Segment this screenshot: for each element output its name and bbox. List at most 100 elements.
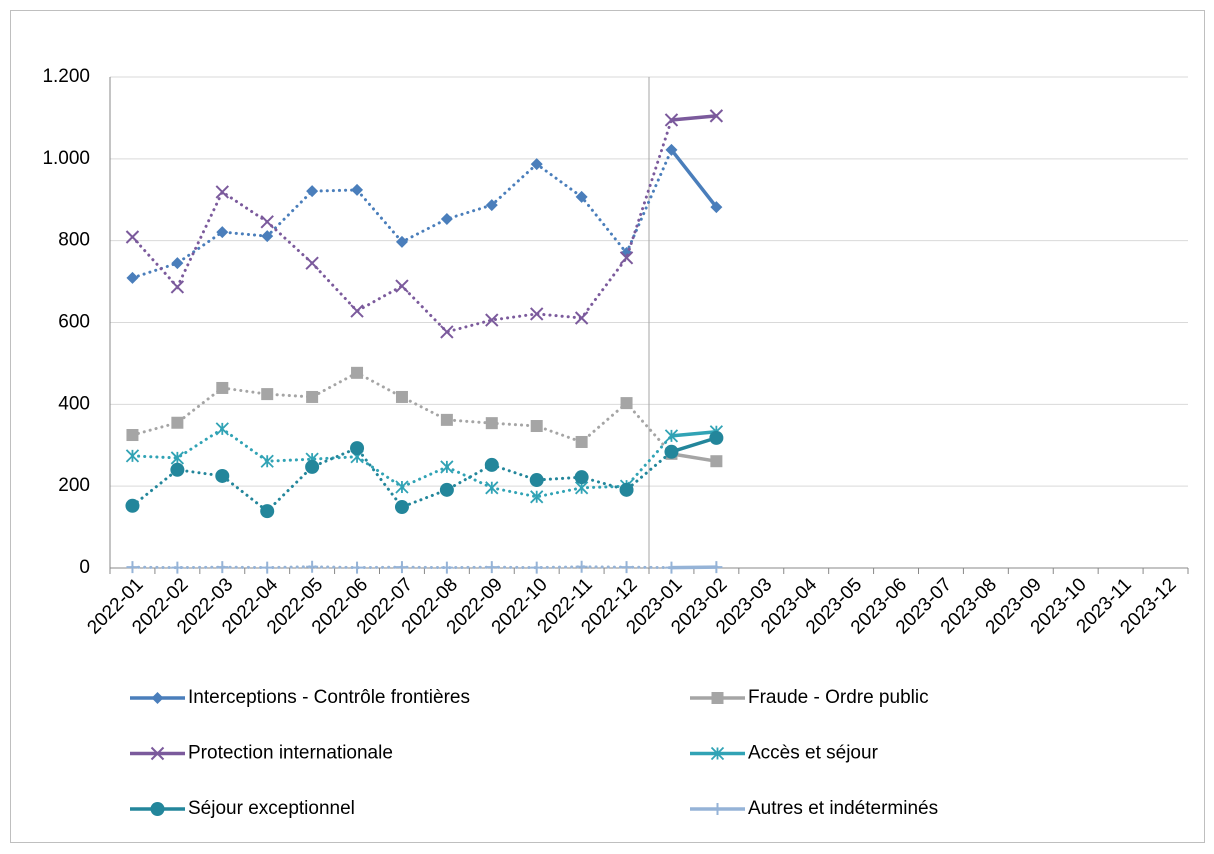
marker — [619, 482, 634, 497]
marker — [125, 230, 140, 244]
marker — [215, 468, 230, 483]
marker — [484, 457, 499, 472]
marker — [620, 561, 633, 574]
marker — [216, 381, 229, 394]
marker — [574, 470, 589, 485]
marker — [306, 560, 319, 573]
marker — [710, 746, 725, 761]
marker — [620, 397, 633, 410]
marker — [395, 561, 408, 574]
marker — [664, 429, 679, 443]
marker — [440, 460, 454, 474]
marker — [261, 230, 274, 243]
marker — [215, 422, 229, 436]
marker — [665, 561, 678, 574]
marker — [710, 561, 723, 574]
chart-border — [10, 10, 1205, 843]
marker — [216, 226, 229, 239]
series-line — [669, 452, 719, 463]
marker — [171, 257, 184, 270]
marker — [395, 279, 409, 293]
series-line — [669, 148, 719, 209]
marker — [485, 199, 498, 212]
marker — [440, 212, 453, 225]
marker — [709, 430, 724, 445]
marker — [126, 271, 139, 284]
marker — [126, 561, 139, 574]
marker — [260, 454, 274, 468]
marker — [395, 480, 409, 494]
marker — [439, 482, 454, 497]
marker — [575, 435, 588, 448]
marker — [711, 803, 724, 815]
marker — [440, 325, 454, 339]
marker — [575, 190, 588, 203]
marker — [171, 416, 184, 429]
marker — [530, 307, 544, 321]
marker — [170, 451, 185, 465]
y-tick-label: 0 — [79, 557, 90, 578]
marker — [260, 504, 275, 519]
marker — [126, 429, 139, 442]
y-tick-label: 200 — [58, 475, 90, 496]
marker — [574, 311, 589, 325]
marker — [150, 746, 165, 761]
marker — [530, 420, 543, 433]
marker — [619, 251, 634, 265]
marker — [350, 304, 364, 318]
marker — [215, 185, 229, 199]
marker — [170, 280, 185, 294]
legend-label: Protection internationale — [188, 743, 393, 764]
series-line — [669, 114, 719, 122]
marker — [394, 500, 409, 515]
marker — [664, 444, 679, 459]
marker — [710, 455, 723, 468]
marker — [530, 490, 544, 504]
marker — [529, 473, 544, 488]
marker — [305, 459, 320, 474]
marker — [485, 417, 498, 430]
marker — [350, 441, 365, 456]
legend-label: Fraude - Ordre public — [748, 687, 929, 708]
marker — [485, 481, 499, 495]
legend-label: Autres et indéterminés — [748, 798, 938, 819]
legend-label: Interceptions - Contrôle frontières — [188, 687, 470, 708]
y-tick-label: 600 — [58, 312, 90, 333]
y-tick-label: 400 — [58, 393, 90, 414]
series-line — [669, 429, 719, 438]
legend-label: Accès et séjour — [748, 743, 879, 764]
marker — [150, 802, 165, 816]
marker — [485, 313, 499, 327]
marker — [485, 561, 498, 574]
marker — [530, 561, 543, 574]
marker — [261, 388, 274, 401]
marker — [664, 113, 679, 127]
marker — [440, 561, 453, 574]
marker — [306, 390, 319, 403]
marker — [216, 561, 229, 574]
marker — [440, 413, 453, 426]
y-tick-label: 1.000 — [42, 148, 90, 169]
marker — [170, 462, 185, 477]
marker — [261, 561, 274, 574]
series-line — [669, 436, 719, 454]
marker — [351, 366, 364, 379]
marker — [351, 183, 364, 196]
marker — [711, 692, 724, 704]
y-tick-label: 1.200 — [42, 66, 90, 87]
marker — [125, 449, 140, 463]
marker — [151, 692, 164, 704]
y-tick-label: 800 — [58, 230, 90, 251]
marker — [351, 561, 364, 574]
marker — [171, 561, 184, 574]
marker — [260, 215, 274, 229]
marker — [665, 143, 678, 156]
marker — [575, 560, 588, 573]
marker — [710, 201, 723, 214]
marker — [530, 158, 543, 171]
marker — [125, 498, 140, 513]
marker — [395, 390, 408, 403]
marker — [709, 109, 724, 123]
